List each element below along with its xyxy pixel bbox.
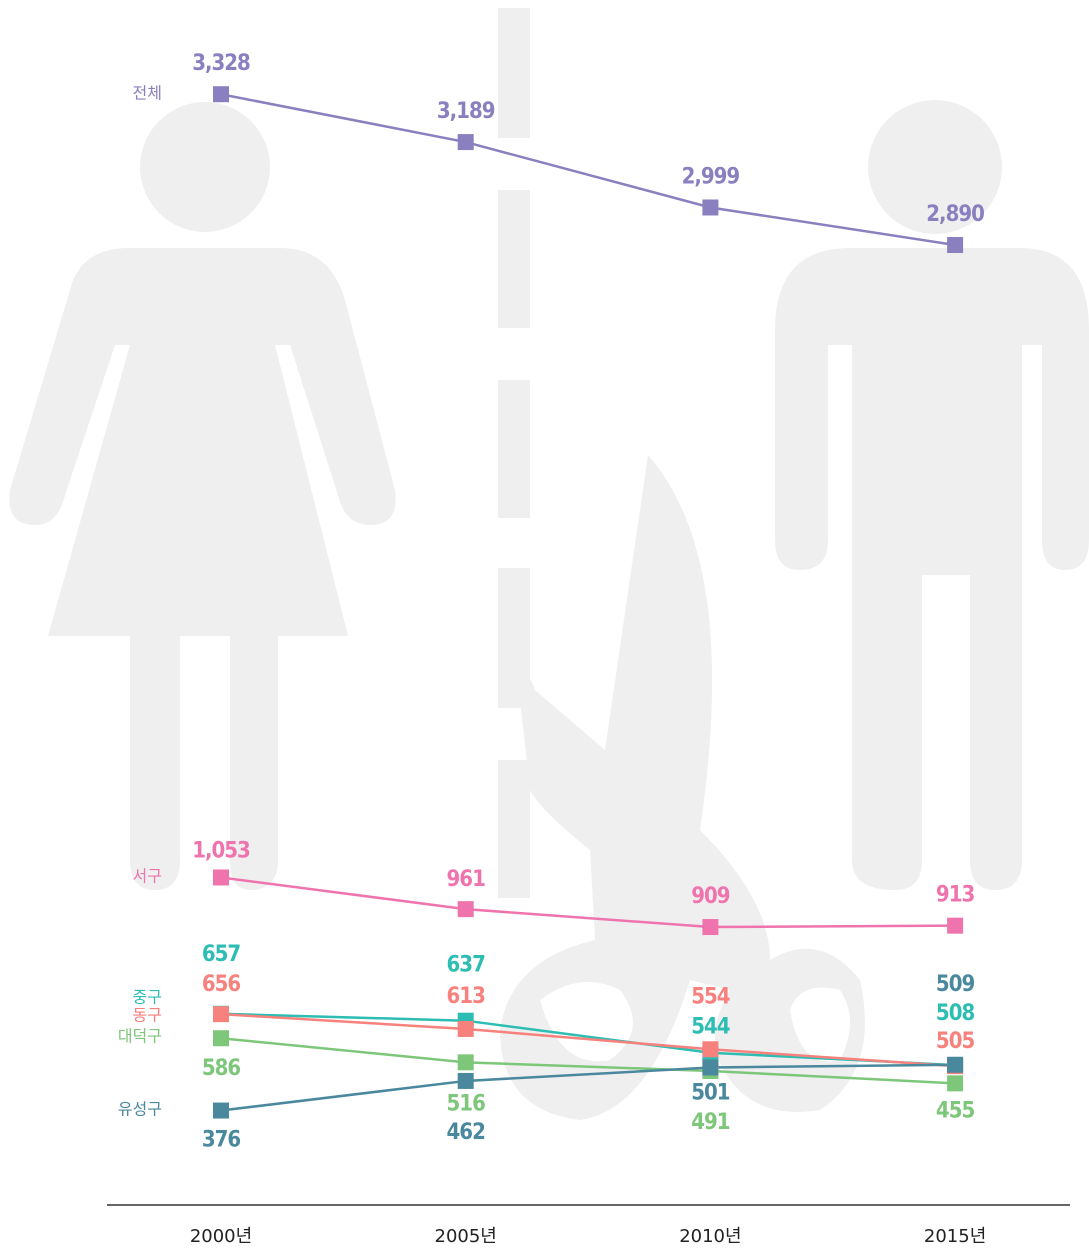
value-label: 1,053 — [192, 838, 250, 863]
value-label: 509 — [936, 972, 975, 997]
series-line — [220, 1063, 956, 1112]
marker — [457, 134, 474, 151]
x-tick-label: 2015년 — [924, 1226, 986, 1247]
value-label: 455 — [936, 1098, 975, 1123]
marker — [702, 199, 719, 216]
value-label: 508 — [936, 1001, 975, 1026]
marker — [702, 1059, 719, 1076]
marker — [457, 1020, 474, 1037]
marker — [702, 919, 719, 936]
value-label: 3,328 — [192, 51, 250, 76]
value-label: 376 — [202, 1128, 241, 1153]
series-line — [220, 1012, 956, 1068]
value-label: 2,890 — [926, 202, 984, 227]
value-label: 462 — [447, 1120, 486, 1145]
series-name: 유성구 — [118, 1100, 162, 1119]
marker — [213, 86, 229, 103]
value-label: 3,189 — [437, 99, 495, 124]
series-line — [220, 1037, 956, 1085]
marker — [702, 1041, 719, 1058]
value-label: 909 — [691, 884, 730, 909]
marker — [213, 1102, 229, 1119]
series-line — [220, 876, 956, 929]
background-illustration — [9, 8, 1089, 1120]
x-tick-label: 2000년 — [190, 1226, 252, 1247]
marker — [457, 1054, 474, 1071]
marker — [947, 1075, 964, 1092]
value-label: 501 — [691, 1081, 730, 1106]
value-label: 505 — [936, 1029, 975, 1054]
value-label: 554 — [691, 984, 730, 1009]
value-label: 657 — [202, 942, 241, 967]
marker — [457, 1072, 474, 1089]
x-tick-label: 2005년 — [435, 1226, 497, 1247]
marker — [947, 917, 964, 934]
marker — [213, 1006, 229, 1023]
series-name: 전체 — [133, 84, 162, 103]
value-label: 637 — [447, 953, 486, 978]
marker — [213, 869, 229, 886]
marker — [213, 1030, 229, 1047]
series-line — [220, 92, 956, 247]
value-label: 913 — [936, 883, 975, 908]
value-label: 961 — [447, 867, 486, 892]
marker — [947, 237, 964, 254]
series-name: 대덕구 — [118, 1027, 162, 1046]
series-name: 동구 — [133, 1006, 162, 1025]
series-name: 서구 — [133, 867, 162, 886]
value-label: 613 — [447, 984, 486, 1009]
marker — [457, 901, 474, 918]
value-label: 491 — [691, 1110, 730, 1135]
value-label: 2,999 — [682, 164, 740, 189]
marker — [947, 1056, 964, 1073]
value-label: 586 — [202, 1056, 241, 1081]
x-tick-label: 2010년 — [679, 1226, 741, 1247]
value-label: 544 — [691, 1015, 730, 1040]
series-name: 중구 — [133, 988, 162, 1007]
value-label: 516 — [447, 1091, 486, 1116]
value-label: 656 — [202, 972, 241, 997]
